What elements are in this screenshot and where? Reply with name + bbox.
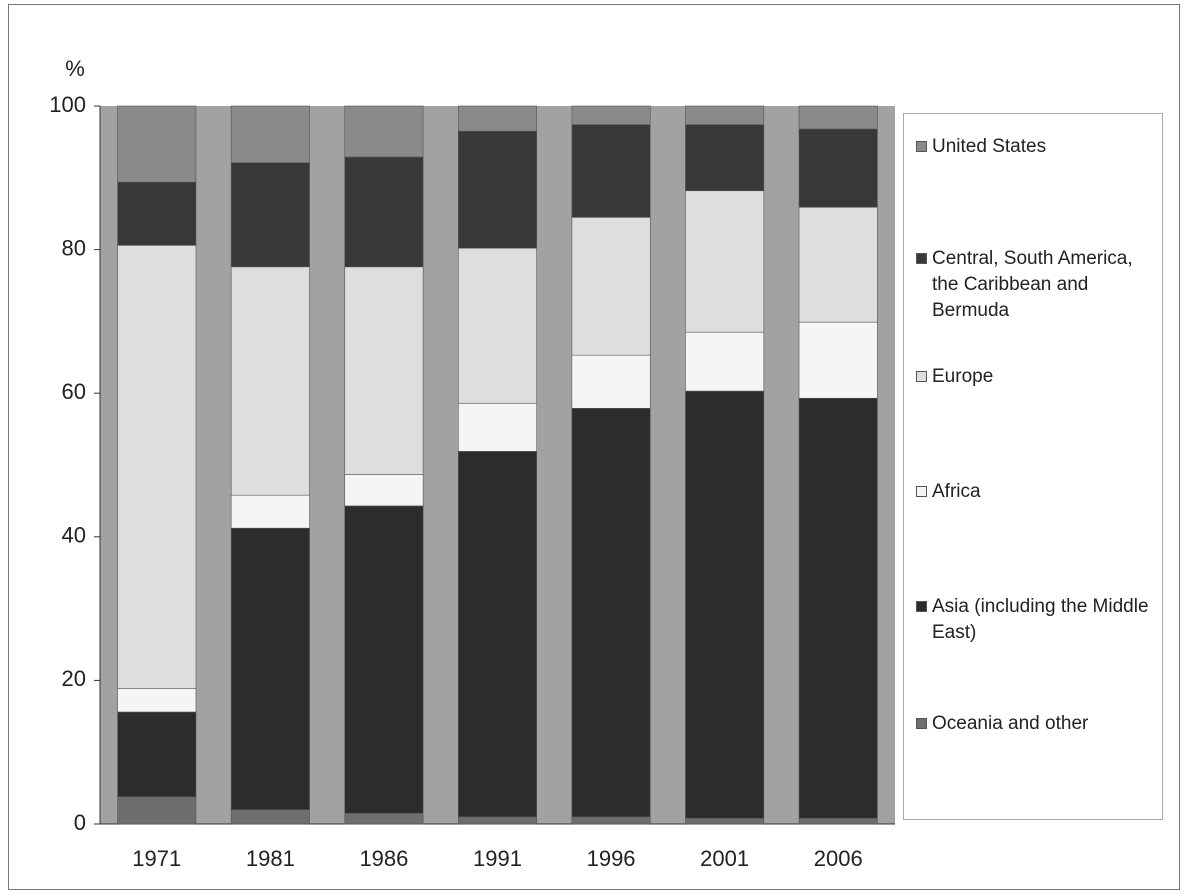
bar-segment [344,474,424,507]
legend-swatch [916,718,927,729]
legend-entry: Asia (including the Middle East) [916,594,1156,646]
legend-label: Europe [932,366,994,387]
bar-segment [117,181,197,246]
bar-segment [685,190,765,333]
bar-segment [117,711,197,798]
bar-segment [458,130,537,249]
bar-segment [230,494,310,529]
legend-swatch [916,141,927,152]
bar-segment [798,817,878,825]
bar-segment [458,105,537,132]
bar-segment [117,244,197,689]
legend-entry: Africa [916,479,1156,505]
bar-segment [230,809,310,825]
bar-segment [798,397,878,819]
y-tick-label: 60 [62,379,86,404]
x-tick-label: 1986 [359,846,408,871]
legend-swatch [916,486,927,497]
legend-label: United States [932,136,1047,157]
bar-segment [685,331,765,392]
chart-frame [8,4,1180,890]
bar-segment [458,247,537,404]
bar-segment [344,505,424,814]
legend-entry: Oceania and other [916,711,1156,737]
legend-swatch [916,253,927,264]
bar-segment [117,687,197,713]
bar-segment [344,105,424,158]
bar-segment [230,105,310,164]
x-tick-label: 2006 [814,846,863,871]
bar-segment [798,206,878,323]
bar-segment [571,816,651,825]
bar-segment [571,105,651,125]
bar-segment [571,124,651,218]
bar-segment [230,266,310,496]
y-tick-label: 0 [74,810,86,835]
bar-segment [685,817,765,825]
x-tick-label: 1996 [587,846,636,871]
y-tick-label: 100 [49,92,86,117]
bar-segment [344,812,424,825]
bar-segment [571,216,651,356]
bar-segment [571,407,651,818]
bar-segment [798,105,878,130]
bar-segment [117,796,197,825]
x-tick-label: 1981 [246,846,295,871]
legend-swatch [916,601,927,612]
legend-label: Africa [932,481,981,502]
bar-segment [571,354,651,409]
bar-segment [458,402,537,452]
bar-segment [458,451,537,818]
bar-segment [117,105,197,183]
bar-segment [685,124,765,192]
legend-swatch [916,371,927,382]
legend-entry: Europe [916,364,1156,390]
bar-segment [344,156,424,268]
bar-segment [344,266,424,475]
y-axis-title: % [65,56,85,81]
bar-segment [685,390,765,819]
x-tick-label: 2001 [700,846,749,871]
bar-segment [458,816,537,825]
y-tick-label: 80 [62,235,86,260]
bar-segment [685,105,765,125]
x-tick-label: 1991 [473,846,522,871]
legend-entry: Central, South America, the Caribbean an… [916,246,1156,324]
legend-label: Asia (including the Middle East) [932,596,1149,643]
bar-segment [230,162,310,268]
y-tick-label: 40 [62,523,86,548]
bar-segment [230,527,310,810]
legend: United States Central, South America, the… [903,113,1163,820]
legend-entry: United States [916,134,1156,160]
y-tick-label: 20 [62,666,86,691]
bar-segment [798,128,878,208]
legend-label: Oceania and other [932,713,1089,734]
x-tick-label: 1971 [132,846,181,871]
legend-label: Central, South America, the Caribbean an… [932,248,1133,321]
bar-segment [798,321,878,399]
